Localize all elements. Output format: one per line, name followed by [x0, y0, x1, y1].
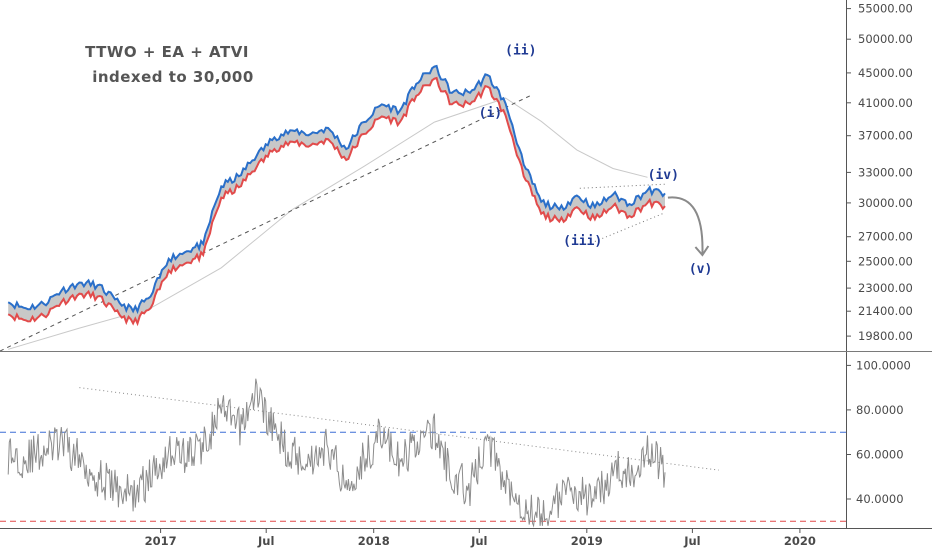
time-tick-label: 2019: [571, 534, 603, 548]
chart-title-line-1: TTWO + EA + ATVI: [85, 43, 249, 61]
projection-arrow: [667, 196, 710, 257]
wave-labels: (i) (ii) (iii) (iv) (v): [479, 43, 713, 277]
price-tick-label: 50000.00: [858, 32, 913, 46]
time-tick-label: Jul: [683, 534, 700, 548]
time-tick-label: 2018: [358, 534, 390, 548]
time-tick-label: 2020: [784, 534, 816, 548]
wave-label: (v): [689, 262, 712, 277]
upper-band-line: [7, 64, 666, 315]
price-tick-label: 27000.00: [858, 230, 913, 244]
price-tick-label: 33000.00: [858, 165, 913, 179]
triangle-lower-line: [594, 212, 666, 242]
triangle-upper-line: [579, 183, 666, 189]
oscillator-tick-label: 100.0000: [856, 358, 911, 372]
price-tick-label: 45000.00: [858, 66, 913, 80]
band-fill: [8, 66, 665, 324]
chart-title-line-2: indexed to 30,000: [92, 68, 254, 86]
oscillator-tick-label: 80.0000: [856, 403, 904, 417]
price-tick-label: 25000.00: [858, 254, 913, 268]
oscillator-axis: 40.0000 60.0000 80.0000 100.0000: [846, 358, 911, 506]
price-panel: (i) (ii) (iii) (iv) (v) TTWO + EA + ATVI ind…: [0, 43, 713, 352]
time-tick-label: 2017: [145, 534, 177, 548]
lower-band-line: [7, 76, 666, 327]
wave-label: (iii): [563, 234, 602, 249]
oscillator-line: [7, 378, 666, 528]
wave-label: (i): [479, 106, 502, 121]
oscillator-tick-label: 60.0000: [856, 448, 904, 462]
oscillator-tick-label: 40.0000: [856, 492, 904, 506]
oscillator-panel: [0, 378, 846, 528]
wave-label: (iv): [648, 168, 679, 183]
wave-label: (ii): [505, 43, 536, 58]
projection-arrowhead: [694, 245, 710, 257]
price-tick-label: 37000.00: [858, 129, 913, 143]
price-tick-label: 21400.00: [858, 304, 913, 318]
price-tick-label: 41000.00: [858, 96, 913, 110]
projection-curve: [667, 196, 704, 256]
time-tick-label: Jul: [470, 534, 487, 548]
time-tick-label: Jul: [257, 534, 274, 548]
price-tick-label: 23000.00: [858, 281, 913, 295]
uptrend-line: [0, 93, 534, 352]
price-tick-label: 55000.00: [858, 2, 913, 16]
triangle-pattern: [579, 183, 666, 242]
time-axis: 2017 Jul 2018 Jul 2019 Jul 2020: [145, 528, 816, 548]
price-tick-label: 30000.00: [858, 196, 913, 210]
price-tick-label: 19800.00: [858, 329, 913, 343]
price-axis: 19800.00 21400.00 23000.00 25000.00 27000.00…: [846, 2, 913, 343]
